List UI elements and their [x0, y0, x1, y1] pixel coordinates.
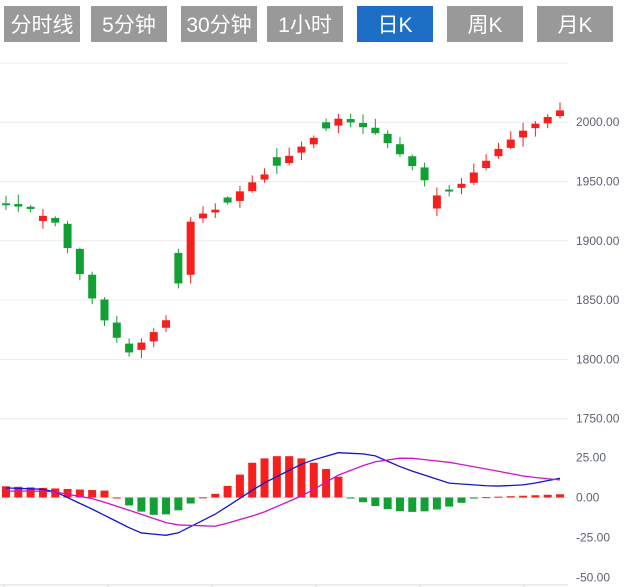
- svg-text:25.00: 25.00: [576, 451, 606, 465]
- svg-text:2000.00: 2000.00: [576, 115, 620, 129]
- svg-text:-25.00: -25.00: [576, 531, 610, 545]
- svg-text:1850.00: 1850.00: [576, 293, 620, 307]
- svg-text:1950.00: 1950.00: [576, 175, 620, 189]
- svg-text:1800.00: 1800.00: [576, 352, 620, 366]
- svg-text:-50.00: -50.00: [576, 571, 610, 585]
- svg-text:1750.00: 1750.00: [576, 412, 620, 426]
- svg-text:0.00: 0.00: [576, 491, 600, 505]
- svg-text:1900.00: 1900.00: [576, 234, 620, 248]
